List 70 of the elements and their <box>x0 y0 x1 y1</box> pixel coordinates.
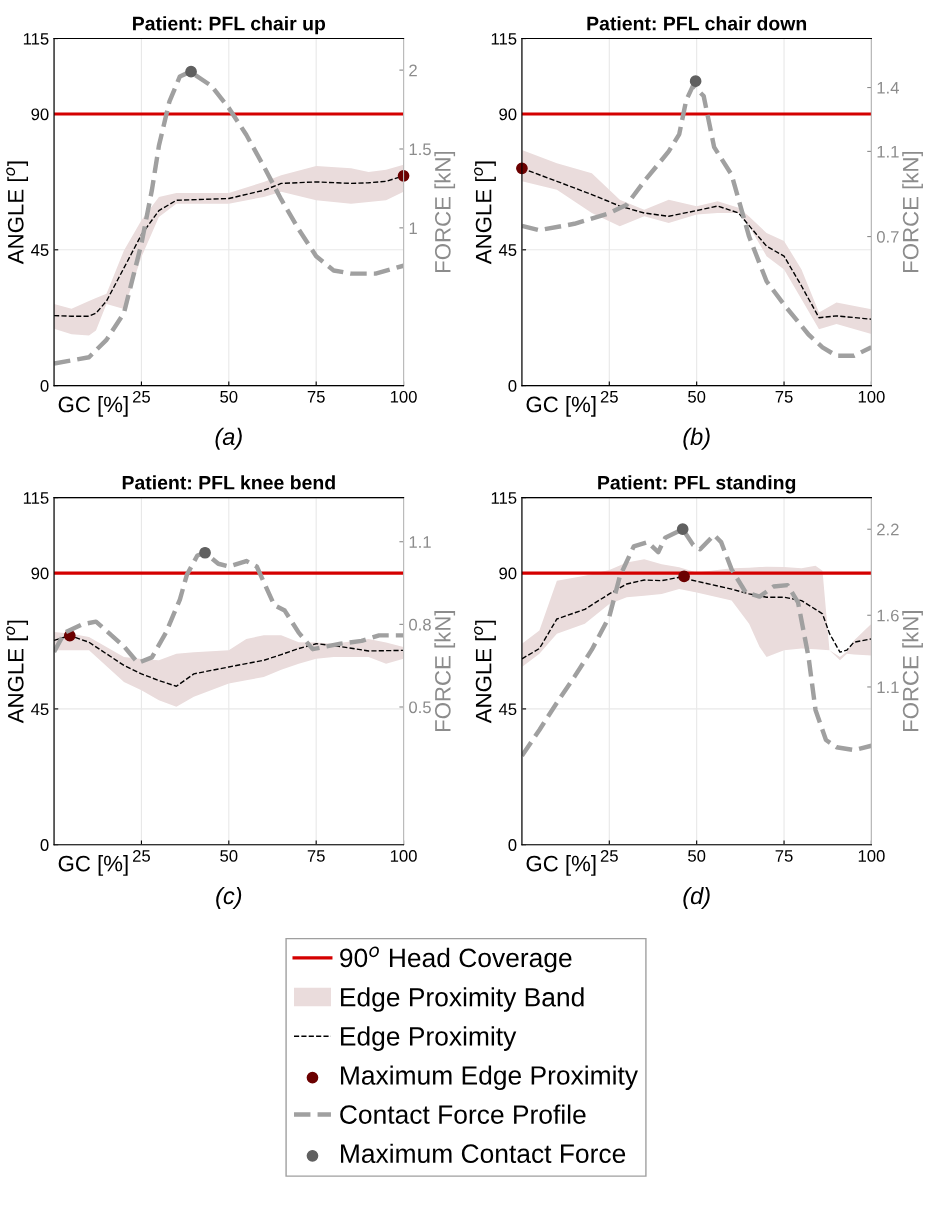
text: (c) <box>216 886 242 909</box>
x-tick-label: 100 <box>858 390 885 403</box>
y-tick-label: 115 <box>491 33 517 45</box>
x-axis-title: GC [%] <box>58 396 128 417</box>
x-tick-label: 100 <box>390 390 417 403</box>
x-axis-title: GC [%] <box>526 855 596 876</box>
y2-axis-title: FORCE [kN] <box>434 611 456 732</box>
y2-tick-label: 2.2 <box>877 523 899 536</box>
y-tick-label: 45 <box>31 244 49 256</box>
x-tick-label: 100 <box>858 850 885 862</box>
y2-axis-title: FORCE [kN] <box>902 611 923 732</box>
x-tick-label: 100 <box>390 850 417 862</box>
chart-title: Patient: PFL standing <box>598 475 796 494</box>
legend-label: Maximum Contact Force <box>341 1143 626 1164</box>
y2-tick-label: 1.1 <box>877 681 899 693</box>
y-axis-title: ANGLE [$^{o}$] <box>474 620 496 724</box>
y2-tick-label: 1.1 <box>877 145 899 158</box>
chart-title: Patient: PFL chair down <box>587 16 807 31</box>
x-axis-title: GC [%] <box>526 396 596 417</box>
legend-label: Edge Proximity <box>341 1026 517 1051</box>
y-tick-label: 45 <box>31 703 49 716</box>
y2-tick-label: 1.1 <box>409 536 431 548</box>
y2-tick-label: 0.8 <box>409 618 431 631</box>
legend-label: Edge Proximity Band <box>341 987 584 1012</box>
y2-tick-label: 1 <box>409 222 417 234</box>
x-axis-title: GC [%] <box>58 855 128 876</box>
y-tick-label: 0 <box>508 380 517 392</box>
y-tick-label: 45 <box>498 244 517 256</box>
y2-tick-label: 2 <box>409 64 417 77</box>
y-tick-label: 0 <box>40 839 49 851</box>
y2-tick-label: 1.5 <box>409 143 431 156</box>
x-tick-label: 75 <box>307 850 325 862</box>
x-tick-label: 50 <box>688 390 706 403</box>
y-axis-title: ANGLE [$^{o}$] <box>6 620 28 724</box>
chart-title: Patient: PFL chair up <box>133 16 326 35</box>
x-tick-label: 75 <box>775 850 793 862</box>
text: (a) <box>215 427 242 450</box>
y-tick-label: 115 <box>491 492 517 504</box>
y2-tick-label: 1.6 <box>877 609 899 622</box>
x-tick-label: 50 <box>220 850 238 862</box>
x-tick-label: 75 <box>307 391 325 403</box>
text: (b) <box>683 427 710 450</box>
text: (d) <box>683 886 710 909</box>
y-tick-label: 90 <box>499 567 517 580</box>
y-tick-label: 90 <box>499 108 517 121</box>
x-tick-label: 50 <box>688 850 706 862</box>
y2-tick-label: 1.4 <box>877 82 899 94</box>
y-tick-label: 90 <box>31 567 49 580</box>
x-tick-label: 25 <box>600 390 618 403</box>
y2-tick-label: 0.5 <box>409 701 431 714</box>
x-tick-label: 25 <box>133 390 150 403</box>
y-tick-label: 0 <box>508 839 517 851</box>
x-tick-label: 25 <box>600 850 618 862</box>
x-tick-label: 25 <box>133 850 150 862</box>
y-axis-title: ANGLE [$^{o}$] <box>474 161 496 265</box>
y2-axis-title: FORCE [kN] <box>902 151 923 272</box>
legend-label: Maximum Edge Proximity <box>341 1065 638 1091</box>
chart-title: Patient: PFL knee bend <box>122 475 335 490</box>
legend-label: 90$^{o}$ Head Coverage <box>340 946 572 973</box>
y-axis-title: ANGLE [$^{o}$] <box>6 161 28 265</box>
y2-axis-title: FORCE [kN] <box>434 151 456 272</box>
y-tick-label: 115 <box>23 492 49 504</box>
legend-label: Contact Force Profile <box>340 1104 586 1124</box>
y2-tick-label: 0.7 <box>876 230 899 243</box>
y-tick-label: 45 <box>498 703 517 716</box>
y-tick-label: 90 <box>31 108 49 121</box>
x-tick-label: 75 <box>775 391 793 403</box>
x-tick-label: 50 <box>220 390 238 403</box>
y-tick-label: 0 <box>40 380 49 392</box>
y-tick-label: 115 <box>23 33 49 45</box>
